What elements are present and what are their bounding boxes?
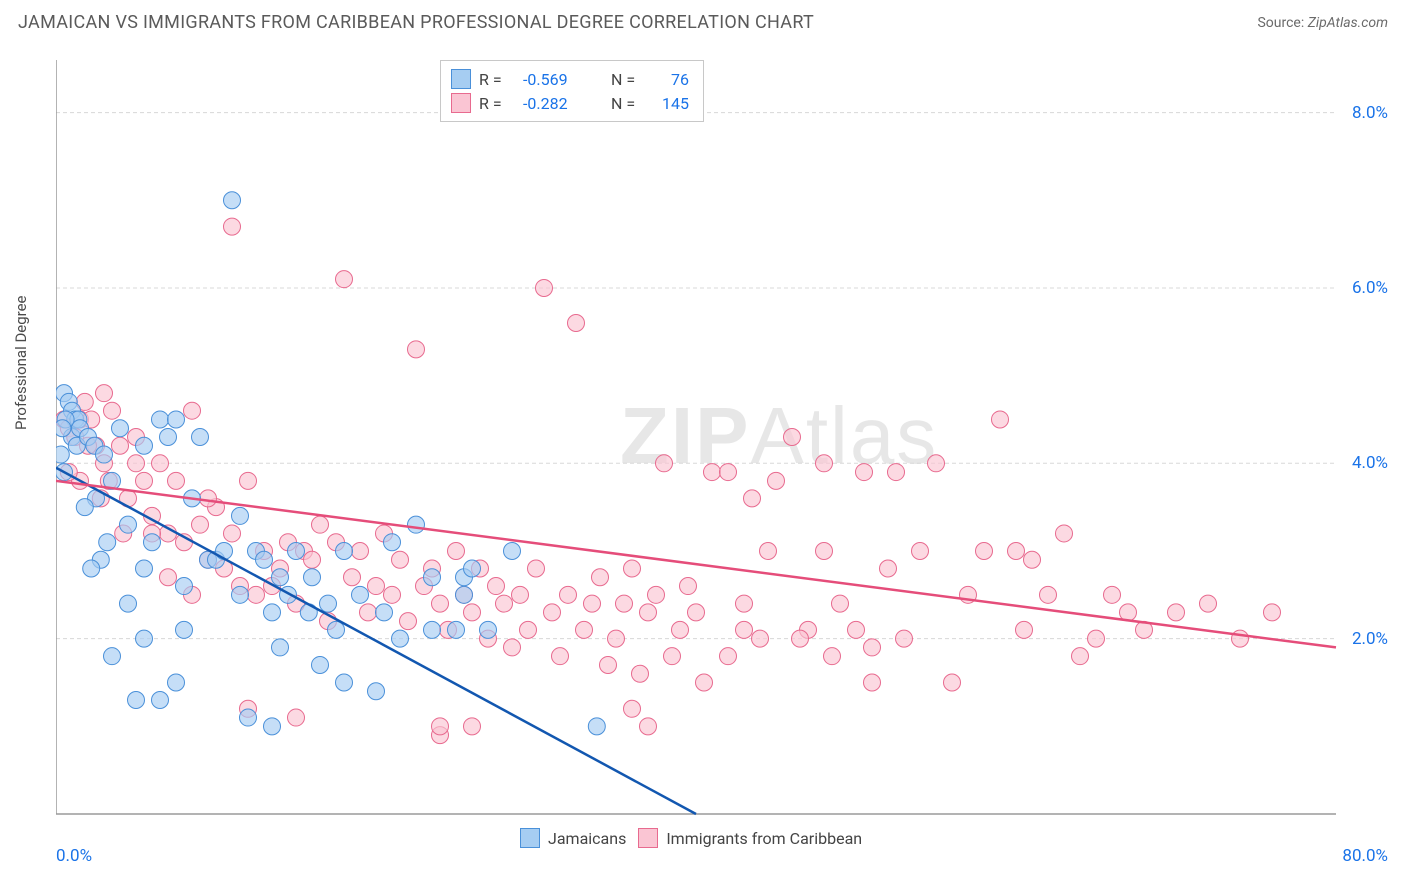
swatch-caribbean bbox=[638, 828, 658, 848]
plot-area bbox=[56, 52, 1346, 822]
y-tick-2: 2.0% bbox=[1352, 629, 1388, 649]
r-value-caribbean: -0.282 bbox=[523, 94, 593, 113]
r-label: R = bbox=[479, 94, 515, 113]
y-tick-4: 4.0% bbox=[1352, 453, 1388, 473]
title-bar: JAMAICAN VS IMMIGRANTS FROM CARIBBEAN PR… bbox=[0, 0, 1406, 43]
legend-row-jamaicans: R = -0.569 N = 76 bbox=[451, 67, 689, 91]
swatch-caribbean bbox=[451, 93, 471, 113]
x-tick-max: 80.0% bbox=[1342, 846, 1388, 866]
n-label: N = bbox=[611, 70, 641, 89]
n-label: N = bbox=[611, 94, 641, 113]
series-legend: Jamaicans Immigrants from Caribbean bbox=[520, 828, 862, 848]
y-tick-8: 8.0% bbox=[1352, 103, 1388, 123]
scatter-chart bbox=[56, 52, 1346, 822]
legend-label-jamaicans: Jamaicans bbox=[548, 829, 626, 848]
source-prefix: Source: bbox=[1257, 15, 1304, 31]
y-axis-label: Professional Degree bbox=[12, 295, 30, 430]
legend-item-jamaicans: Jamaicans bbox=[520, 828, 626, 848]
correlation-legend: R = -0.569 N = 76 R = -0.282 N = 145 bbox=[440, 60, 704, 122]
legend-item-caribbean: Immigrants from Caribbean bbox=[638, 828, 862, 848]
n-value-caribbean: 145 bbox=[649, 94, 689, 113]
source-attribution: Source: ZipAtlas.com bbox=[1257, 15, 1388, 31]
chart-title: JAMAICAN VS IMMIGRANTS FROM CARIBBEAN PR… bbox=[18, 12, 814, 33]
legend-label-caribbean: Immigrants from Caribbean bbox=[666, 829, 862, 848]
source-name: ZipAtlas.com bbox=[1308, 15, 1388, 31]
y-tick-6: 6.0% bbox=[1352, 278, 1388, 298]
legend-row-caribbean: R = -0.282 N = 145 bbox=[451, 91, 689, 115]
x-tick-min: 0.0% bbox=[56, 846, 92, 866]
r-label: R = bbox=[479, 70, 515, 89]
swatch-jamaicans bbox=[451, 69, 471, 89]
r-value-jamaicans: -0.569 bbox=[523, 70, 593, 89]
n-value-jamaicans: 76 bbox=[649, 70, 689, 89]
swatch-jamaicans bbox=[520, 828, 540, 848]
